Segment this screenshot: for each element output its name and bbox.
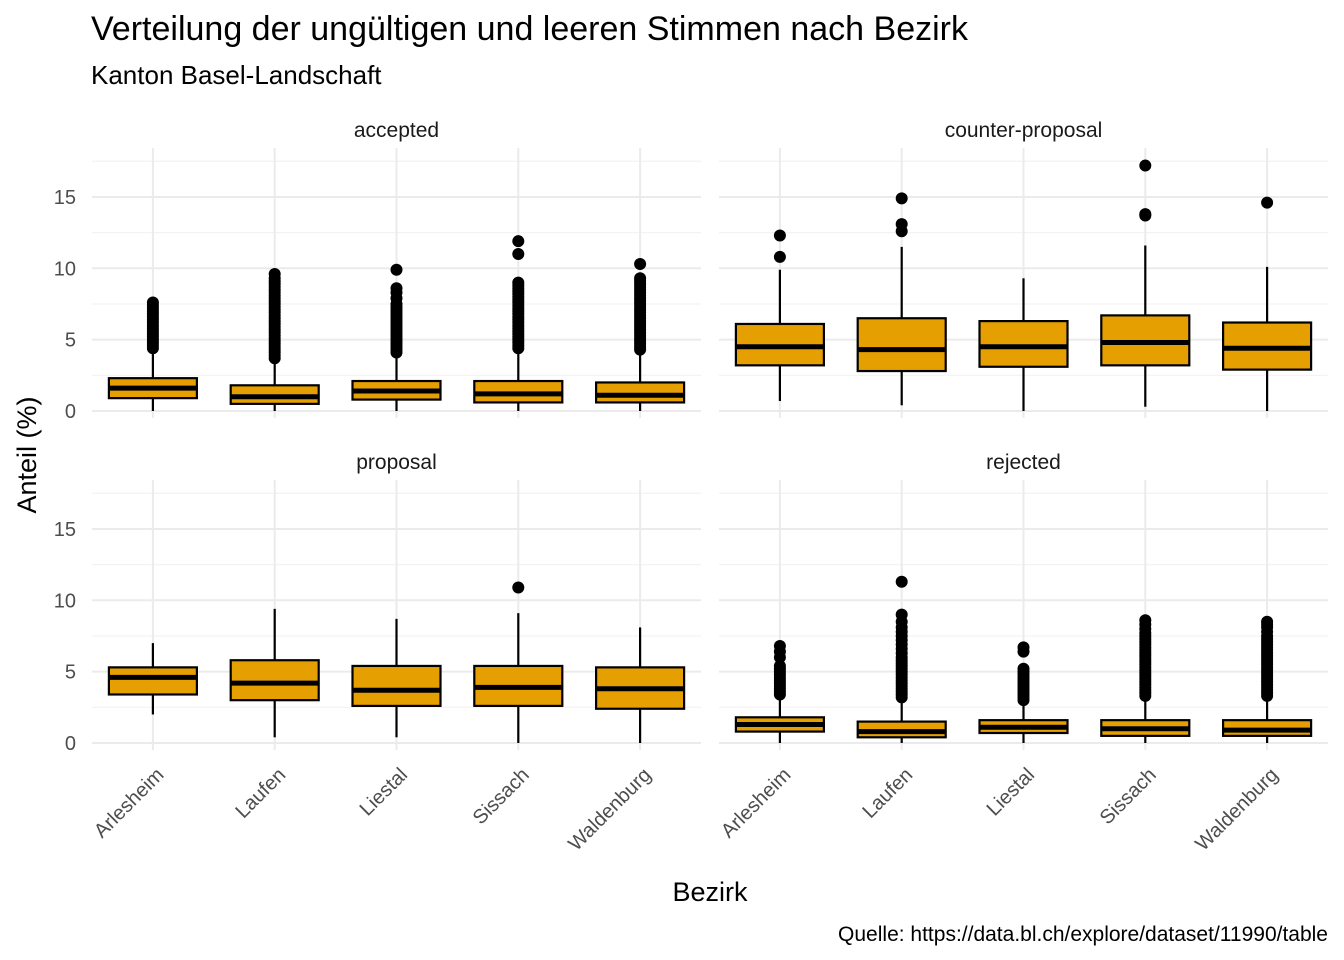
y-tick-label: 15 <box>54 187 76 209</box>
x-tick-label: Liestal <box>356 764 412 820</box>
outlier-point <box>268 268 281 281</box>
x-tick-label: Laufen <box>858 764 917 823</box>
x-tick-label: Sissach <box>469 764 534 829</box>
outlier-point <box>1139 208 1152 221</box>
chart-subtitle: Kanton Basel-Landschaft <box>91 60 382 90</box>
outlier-point <box>1261 196 1274 209</box>
y-tick-label: 5 <box>65 662 76 684</box>
outlier-point <box>773 229 786 242</box>
outlier-point <box>512 235 525 248</box>
outlier-point <box>773 639 786 652</box>
outlier-point <box>146 296 159 309</box>
y-axis-title: Anteil (%) <box>12 396 42 513</box>
x-tick-label: Waldenburg <box>1191 764 1282 855</box>
box-waldenburg <box>594 258 686 411</box>
facet-label: counter-proposal <box>945 119 1103 142</box>
outlier-point <box>895 218 908 231</box>
x-tick-label: Waldenburg <box>564 764 655 855</box>
y-tick-label: 10 <box>54 590 76 612</box>
box-iqr <box>351 664 442 707</box>
y-tick-label: 10 <box>54 258 76 280</box>
facet-label: accepted <box>354 119 439 142</box>
y-tick-label: 5 <box>65 330 76 352</box>
y-tick-label: 0 <box>65 733 76 755</box>
box-liestal <box>978 278 1069 411</box>
chart-caption: Quelle: https://data.bl.ch/explore/datas… <box>838 923 1328 946</box>
box-liestal <box>978 641 1069 743</box>
outlier-point <box>634 258 647 271</box>
facet-rejected: rejected Arlesheim Laufen Liestal Sissach Wal… <box>717 451 1328 855</box>
box-liestal <box>351 618 442 738</box>
x-axis-title: Bezirk <box>672 877 748 907</box>
facet-proposal: proposal 0 5 10 15 Arlesheim Laufen Liestal Siss… <box>54 451 701 855</box>
outlier-point <box>1139 614 1152 627</box>
box-sissach <box>473 581 564 743</box>
x-tick-label: Arlesheim <box>90 764 168 842</box>
facet-counter-proposal: counter-proposal <box>719 119 1328 418</box>
outlier-point <box>512 248 525 261</box>
y-tick-label: 15 <box>54 519 76 541</box>
box-laufen <box>856 192 947 406</box>
outlier-point <box>512 276 525 289</box>
outlier-point <box>1017 662 1030 675</box>
box-laufen <box>229 268 320 411</box>
y-tick-label: 0 <box>65 401 76 423</box>
box-waldenburg <box>594 627 686 743</box>
box-sissach <box>1100 614 1191 743</box>
outlier-point <box>895 575 908 588</box>
outlier-point <box>895 608 908 621</box>
box-sissach <box>473 235 564 411</box>
box-arlesheim <box>734 229 826 402</box>
box-iqr <box>978 319 1069 368</box>
x-tick-label: Arlesheim <box>717 764 795 842</box>
facet-label: rejected <box>986 451 1061 474</box>
box-iqr <box>856 317 947 373</box>
outlier-point <box>773 659 786 672</box>
outlier-point <box>1139 159 1152 172</box>
box-waldenburg <box>1221 615 1313 743</box>
box-sissach <box>1100 159 1191 407</box>
box-arlesheim <box>734 639 826 743</box>
box-laufen <box>856 575 947 743</box>
outlier-point <box>1017 641 1030 654</box>
box-waldenburg <box>1221 196 1313 411</box>
outlier-point <box>634 272 647 285</box>
x-tick-label: Laufen <box>231 764 290 823</box>
outlier-point <box>390 282 403 295</box>
box-iqr <box>107 666 199 696</box>
outlier-point <box>773 250 786 263</box>
box-liestal <box>351 263 442 411</box>
box-arlesheim <box>107 643 199 715</box>
box-arlesheim <box>107 296 199 411</box>
box-iqr <box>594 381 686 404</box>
facet-label: proposal <box>356 451 437 474</box>
outlier-point <box>895 192 908 205</box>
x-tick-label: Liestal <box>983 764 1039 820</box>
outlier-point <box>390 263 403 276</box>
x-tick-label: Sissach <box>1096 764 1161 829</box>
box-laufen <box>229 608 320 738</box>
outlier-point <box>1261 615 1274 628</box>
box-iqr <box>229 659 320 702</box>
chart-title: Verteilung der ungültigen und leeren Sti… <box>91 10 969 48</box>
facet-panels: accepted 0 5 10 15 counter-proposal proposal 0 5… <box>54 119 1328 855</box>
outlier-point <box>512 581 525 594</box>
facet-accepted: accepted 0 5 10 15 <box>54 119 701 423</box>
